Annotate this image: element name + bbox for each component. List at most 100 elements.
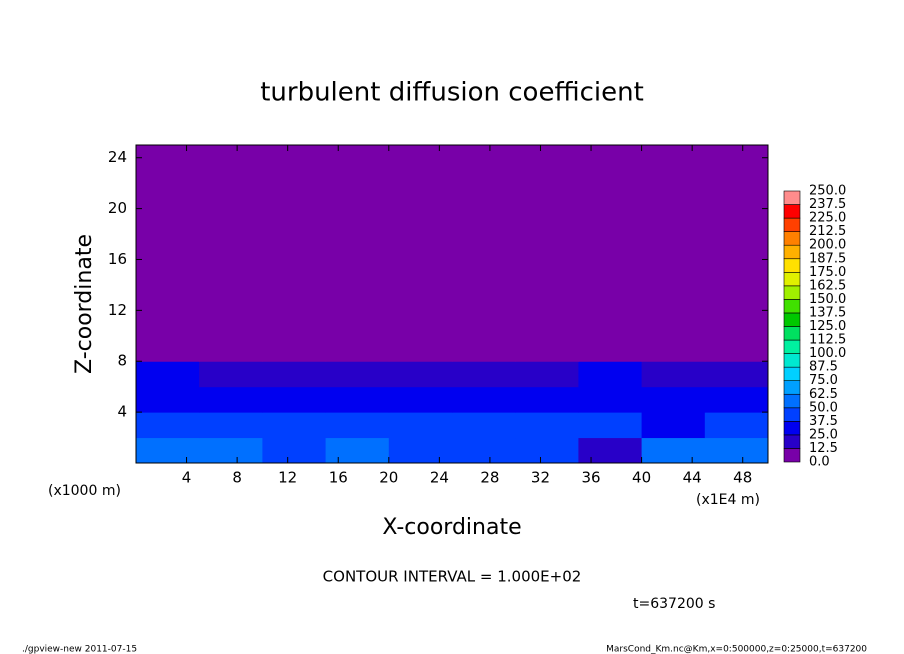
x-tick-label: 16	[329, 469, 348, 487]
y-unit: (x1000 m)	[48, 483, 121, 499]
field-cell	[325, 386, 390, 413]
colorbar-box	[783, 326, 801, 341]
field-cell	[578, 386, 643, 413]
x-unit: (x1E4 m)	[696, 492, 760, 508]
colorbar-label: 50.0	[809, 400, 838, 415]
field-cell	[262, 361, 327, 388]
field-cell	[199, 361, 263, 388]
field-cell	[199, 386, 263, 413]
annotation: CONTOUR INTERVAL = 1.000E+02	[323, 568, 582, 586]
x-tick-label: 12	[278, 469, 297, 487]
x-tick-label: 4	[182, 469, 192, 487]
field-cell	[199, 437, 263, 464]
colorbar-label: 87.5	[809, 360, 838, 375]
colorbar-box	[783, 204, 801, 219]
colorbar-box	[783, 353, 801, 368]
colorbar-label: 212.5	[809, 224, 846, 239]
colorbar-label: 12.5	[809, 441, 838, 456]
y-tick-label: 8	[117, 352, 127, 370]
field-cell	[641, 361, 706, 388]
field-cell	[704, 437, 769, 464]
colorbar-label: 62.5	[809, 387, 838, 402]
field-cell	[388, 412, 453, 439]
colorbar-box	[783, 285, 801, 300]
x-tick-label: 40	[632, 469, 651, 487]
field-cell	[515, 145, 579, 362]
field-cell	[641, 437, 706, 464]
field-cell	[262, 412, 327, 439]
field-cell	[136, 412, 200, 439]
colorbar-box	[783, 448, 801, 463]
colorbar-box	[783, 407, 801, 422]
field-cell	[262, 437, 327, 464]
x-tick-label: 48	[733, 469, 752, 487]
field-cell	[388, 437, 453, 464]
time-label: t=637200 s	[633, 596, 715, 612]
colorbar-label: 137.5	[809, 305, 846, 320]
field-cell	[641, 386, 706, 413]
field-cell	[262, 386, 327, 413]
field-cell	[325, 361, 390, 388]
field-cell	[325, 145, 390, 362]
field-cell	[388, 361, 453, 388]
colorbar-label: 187.5	[809, 251, 846, 266]
field-cell	[704, 361, 769, 388]
field-cell	[452, 361, 516, 388]
colorbar-label: 225.0	[809, 211, 846, 226]
colorbar-box	[783, 393, 801, 409]
colorbar-box	[783, 380, 801, 395]
field-cell	[515, 361, 579, 388]
field-cell	[578, 361, 643, 388]
footer-left: ./gpview-new 2011-07-15	[22, 645, 137, 654]
colorbar-label: 200.0	[809, 238, 846, 253]
colorbar-label: 37.5	[809, 414, 838, 429]
field-cell	[199, 145, 263, 362]
y-tick-label: 20	[108, 199, 127, 217]
field-cell	[452, 145, 516, 362]
field-cell	[578, 145, 643, 362]
colorbar-label: 25.0	[809, 427, 838, 442]
field-cell	[704, 412, 769, 439]
chart-title: turbulent diffusion coefficient	[260, 78, 644, 108]
y-tick-label: 4	[117, 403, 127, 421]
x-tick-label: 32	[531, 469, 550, 487]
field-cell	[704, 386, 769, 413]
colorbar-label: 175.0	[809, 265, 846, 280]
field-cell	[452, 437, 516, 464]
field-cell	[515, 412, 579, 439]
field-cell	[325, 437, 390, 464]
colorbar-box	[783, 421, 801, 436]
field-cell	[136, 437, 200, 464]
colorbar-label: 162.5	[809, 278, 846, 293]
field-cell	[136, 386, 200, 413]
field-cell	[578, 437, 643, 464]
colorbar-box	[783, 299, 801, 314]
field-cell	[452, 412, 516, 439]
field-cell	[136, 145, 200, 362]
field-cell	[578, 412, 643, 439]
colorbar-box	[783, 339, 801, 354]
field-cell	[641, 145, 706, 362]
x-tick-label: 44	[683, 469, 702, 487]
field-cell	[136, 361, 200, 388]
field-cell	[452, 386, 516, 413]
colorbar-box	[783, 271, 801, 287]
colorbar-label: 237.5	[809, 197, 846, 212]
y-tick-label: 16	[108, 250, 127, 268]
field-cell	[704, 145, 769, 362]
colorbar-box	[783, 434, 801, 449]
x-tick-label: 24	[430, 469, 449, 487]
colorbar-box	[783, 231, 801, 246]
field-cell	[515, 386, 579, 413]
field-cell	[262, 145, 327, 362]
field-cell	[641, 412, 706, 439]
colorbar-label: 125.0	[809, 319, 846, 334]
colorbar-label: 75.0	[809, 373, 838, 388]
colorbar-label: 100.0	[809, 346, 846, 361]
plot-frame	[135, 144, 769, 464]
colorbar-box	[783, 190, 801, 205]
colorbar-box	[783, 366, 801, 381]
colorbar-box	[783, 312, 801, 327]
y-tick-label: 24	[108, 148, 127, 166]
